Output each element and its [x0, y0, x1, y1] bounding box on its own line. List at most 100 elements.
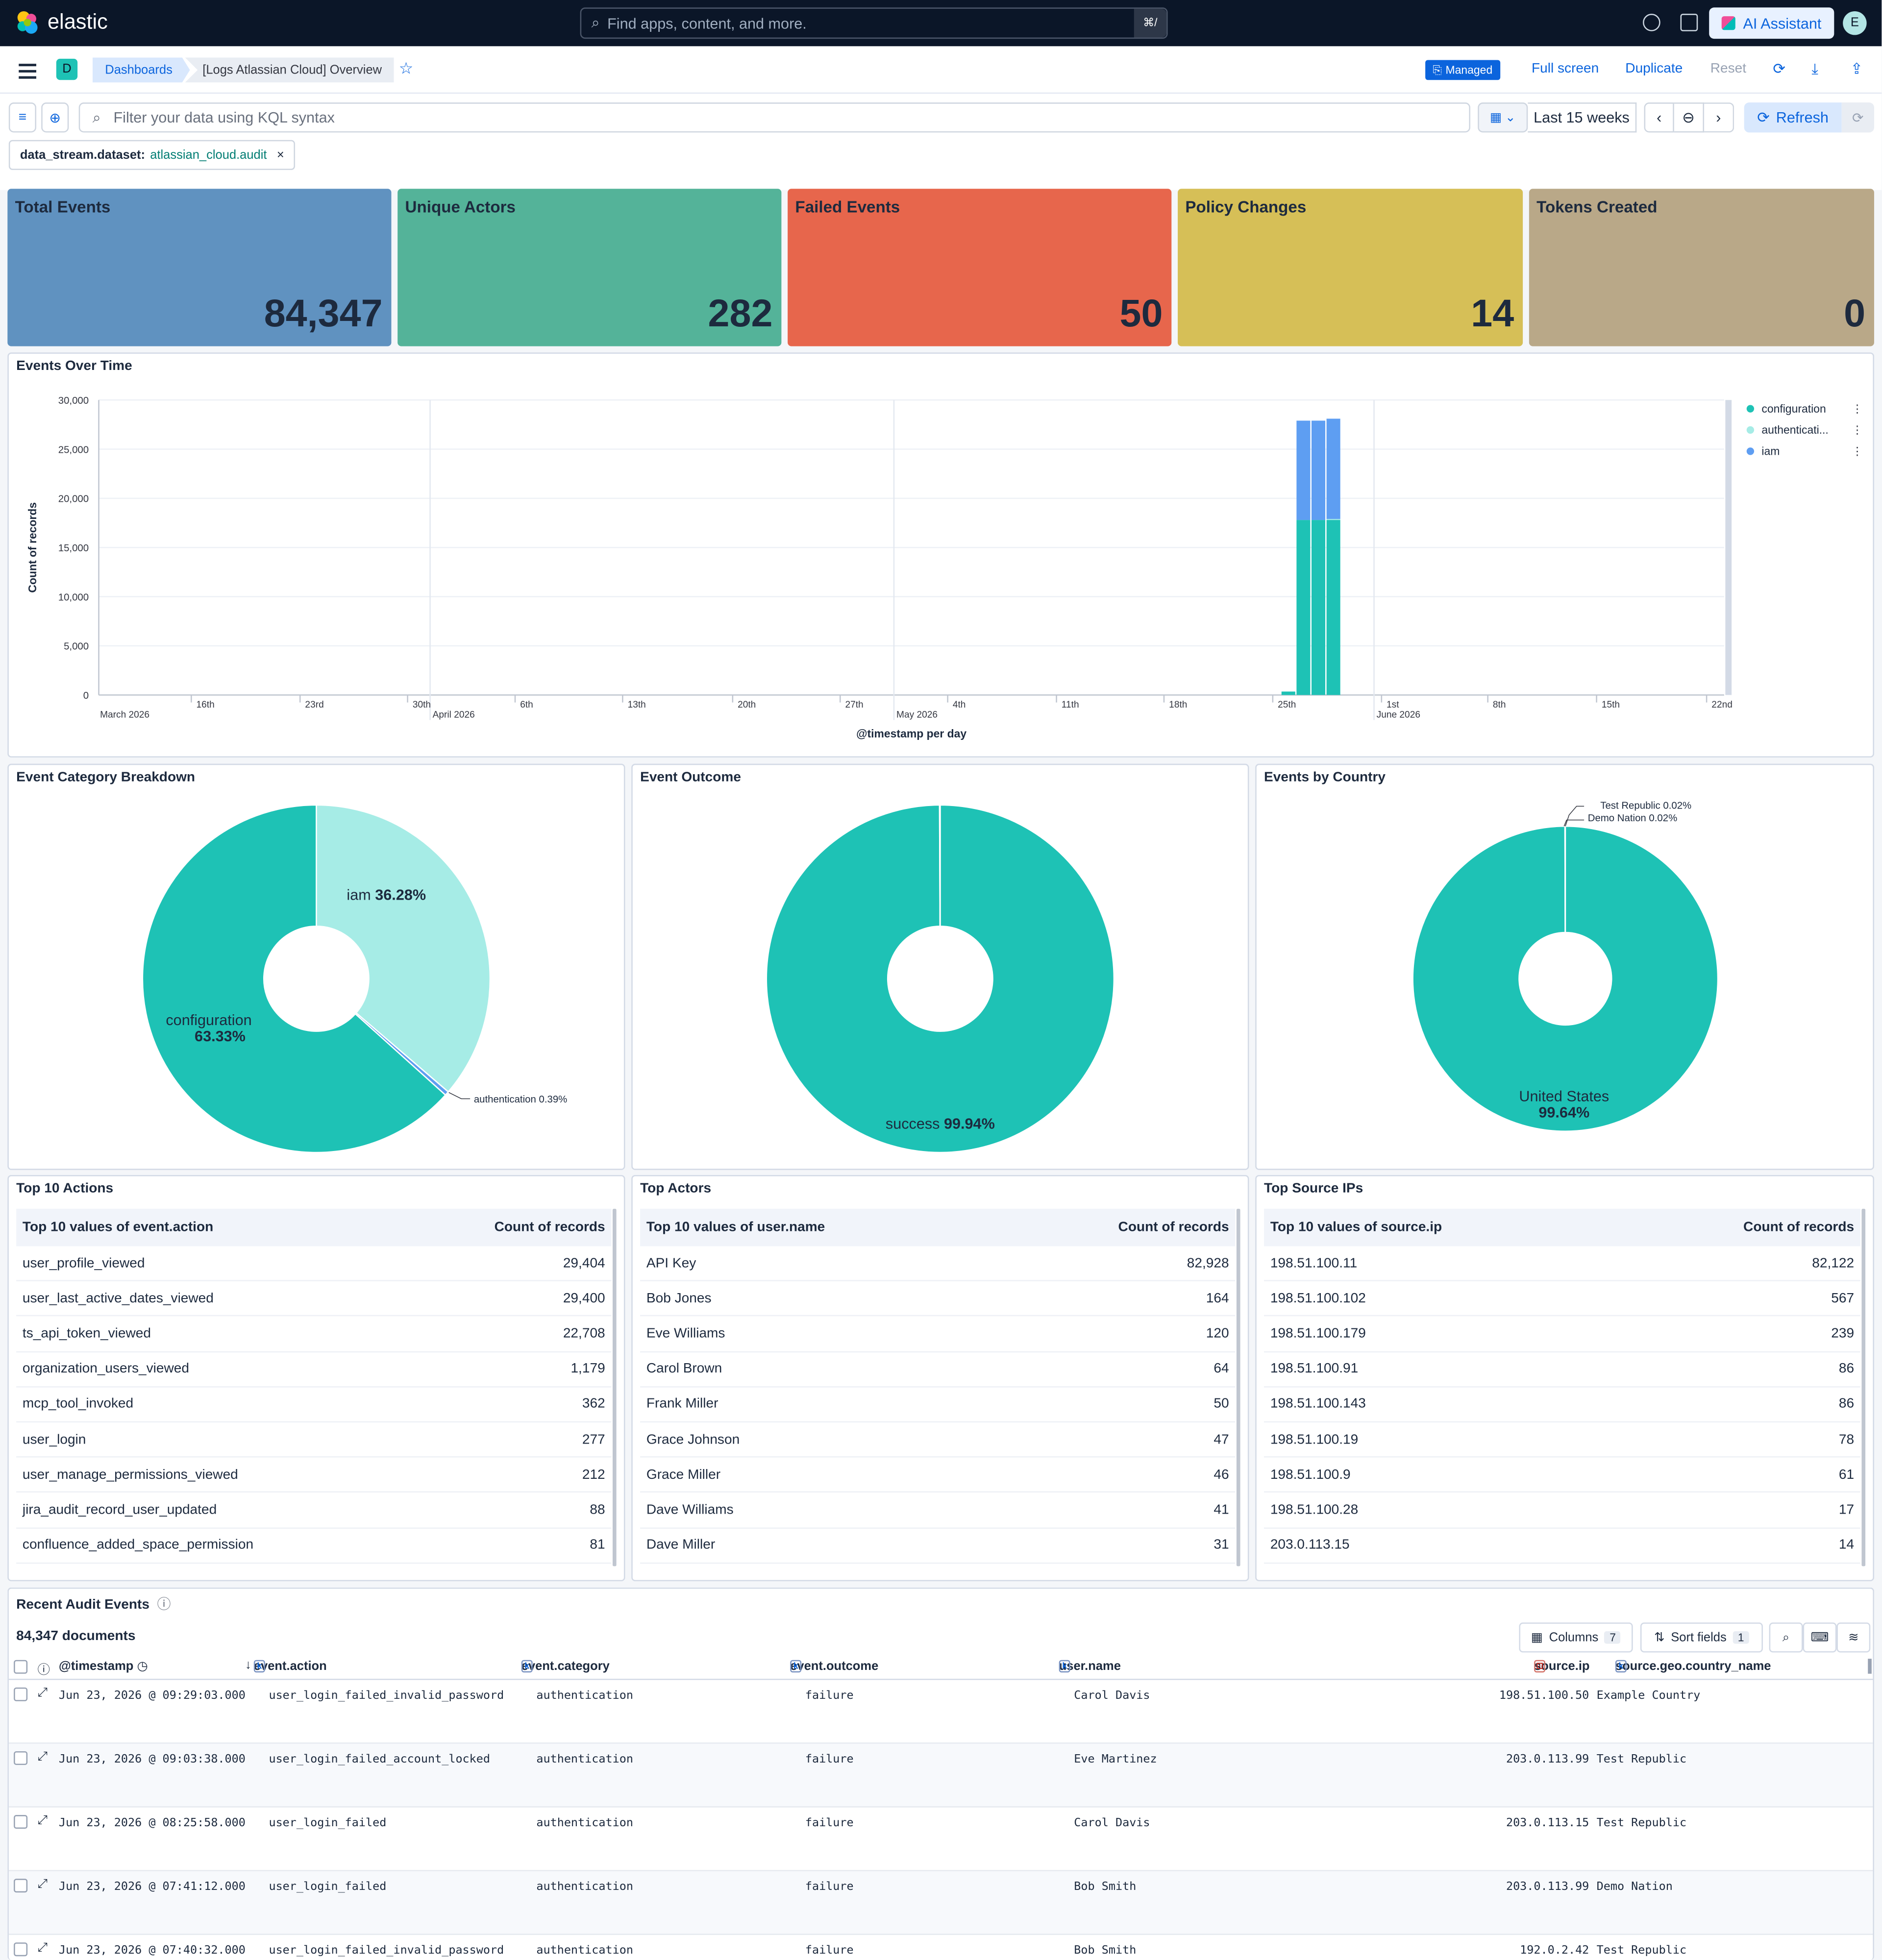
row-checkbox[interactable]: [14, 1942, 28, 1957]
display-settings-icon[interactable]: ≋: [1836, 1622, 1871, 1653]
chart-scrollbar[interactable]: [1725, 400, 1732, 695]
pie-slice-success[interactable]: [766, 804, 1115, 1153]
breadcrumb-dashboards[interactable]: Dashboards: [92, 57, 190, 83]
keyboard-shortcuts-icon[interactable]: ⌨: [1803, 1622, 1837, 1653]
bar-iam[interactable]: [1311, 420, 1326, 520]
column-header-sourcegeocountry-name[interactable]: k source.geo.country_name: [1615, 1660, 1771, 1674]
table-scrollbar[interactable]: [1236, 1208, 1240, 1567]
help-icon[interactable]: [1643, 14, 1660, 31]
download-icon[interactable]: ⤓: [1811, 60, 1818, 78]
column-header-timestamp[interactable]: @timestamp ◷: [59, 1660, 148, 1674]
table-scrollbar[interactable]: [612, 1208, 617, 1567]
bar-iam[interactable]: [1296, 420, 1311, 520]
legend-menu-icon[interactable]: ⋮: [1852, 445, 1863, 458]
column-header-value[interactable]: Top 10 values of source.ip: [1270, 1220, 1442, 1235]
bar-configuration[interactable]: [1281, 691, 1295, 695]
column-header-value[interactable]: Top 10 values of user.name: [646, 1220, 825, 1235]
global-search-input[interactable]: ⌕ Find apps, content, and more. ⌘/: [580, 7, 1168, 39]
row-checkbox[interactable]: [14, 1751, 28, 1765]
pie-slice-united-states[interactable]: [1412, 825, 1719, 1132]
row-checkbox[interactable]: [14, 1815, 28, 1829]
refresh-button[interactable]: ⟳ Refresh: [1744, 102, 1842, 133]
auto-refresh-icon[interactable]: ⟳: [1841, 102, 1874, 133]
column-header-eventaction[interactable]: k event.action: [253, 1660, 327, 1674]
column-header-username[interactable]: k user.name: [1059, 1660, 1121, 1674]
cell-count: 64: [1213, 1361, 1229, 1377]
menu-icon[interactable]: [19, 64, 36, 82]
date-quick-menu-button[interactable]: ▦ ⌄: [1478, 102, 1528, 133]
grid-search-icon[interactable]: ⌕: [1769, 1622, 1803, 1653]
close-icon[interactable]: ×: [276, 148, 284, 162]
sync-icon[interactable]: ⟳: [1773, 60, 1785, 78]
managed-badge[interactable]: ⎘ Managed: [1425, 60, 1500, 80]
grid-row[interactable]: ⤢ Jun 23, 2026 @ 07:41:12.000 user_login_f…: [8, 1871, 1873, 1935]
table-header: Top 10 values of user.name Count of recor…: [640, 1208, 1236, 1247]
column-header-sourceip[interactable]: ⊡ source.ip: [1534, 1660, 1590, 1674]
metric-failed-events: Failed Events 50: [788, 189, 1172, 346]
legend-item[interactable]: iam: [1761, 445, 1780, 458]
bar-configuration[interactable]: [1311, 520, 1326, 695]
column-header-value[interactable]: Top 10 values of event.action: [22, 1220, 214, 1235]
add-filter-icon[interactable]: ⊕: [41, 102, 69, 133]
ai-assistant-button[interactable]: AI Assistant: [1709, 7, 1834, 39]
grid-row[interactable]: ⤢ Jun 23, 2026 @ 08:25:58.000 user_login_f…: [8, 1808, 1873, 1871]
space-badge[interactable]: D: [56, 58, 78, 80]
column-header-count[interactable]: Count of records: [1118, 1220, 1229, 1235]
expand-row-icon[interactable]: ⤢: [37, 1813, 48, 1828]
grid-row[interactable]: ⤢ Jun 23, 2026 @ 09:03:38.000 user_login_f…: [8, 1743, 1873, 1808]
events-over-time-chart: 30,000 25,000 20,000 15,000 10,000 5,000 0 16th…: [26, 395, 1863, 740]
expand-row-icon[interactable]: ⤢: [37, 1877, 48, 1891]
bar-iam[interactable]: [1326, 418, 1340, 519]
legend-item[interactable]: configuration: [1761, 402, 1826, 415]
kql-placeholder: Filter your data using KQL syntax: [113, 108, 335, 126]
expand-row-icon[interactable]: ⤢: [37, 1750, 48, 1764]
row-checkbox[interactable]: [14, 1879, 28, 1893]
elastic-logo[interactable]: elastic: [15, 10, 108, 35]
grid-cell: authentication: [536, 1689, 633, 1703]
pie-slice-configuration[interactable]: [142, 804, 446, 1153]
columns-button[interactable]: ▦ Columns 7: [1519, 1622, 1633, 1653]
filter-bar: ≡ ⊕ ⌕ Filter your data using KQL syntax …: [0, 94, 1882, 190]
legend-item[interactable]: authenticati...: [1761, 423, 1828, 436]
kql-search-input[interactable]: ⌕ Filter your data using KQL syntax: [78, 102, 1470, 133]
legend-menu-icon[interactable]: ⋮: [1852, 402, 1863, 415]
filter-options-icon[interactable]: ≡: [8, 102, 36, 133]
top-actions-panel: Top 10 Actions Top 10 values of event.ac…: [7, 1175, 625, 1582]
bar-configuration[interactable]: [1296, 520, 1311, 695]
row-checkbox[interactable]: [14, 1687, 28, 1701]
slice-pct-configuration: 63.33%: [195, 1028, 246, 1045]
column-header-count[interactable]: Count of records: [494, 1220, 605, 1235]
grid-row[interactable]: ⤢ Jun 23, 2026 @ 09:29:03.000 user_login_f…: [8, 1680, 1873, 1744]
bar-configuration[interactable]: [1326, 520, 1340, 695]
sort-fields-button[interactable]: ⇅ Sort fields 1: [1640, 1622, 1763, 1653]
date-range-picker[interactable]: Last 15 weeks: [1528, 102, 1637, 133]
table-row: jira_audit_record_user_updated 88: [16, 1493, 612, 1528]
filter-pill[interactable]: data_stream.dataset: atlassian_cloud.aud…: [8, 140, 296, 170]
expand-row-icon[interactable]: ⤢: [37, 1686, 48, 1700]
column-header-eventoutcome[interactable]: k event.outcome: [790, 1660, 879, 1674]
user-avatar[interactable]: E: [1843, 11, 1867, 35]
zoom-out-icon[interactable]: ⊖: [1674, 102, 1705, 133]
bar-authenticati[interactable]: [1326, 519, 1340, 520]
pie-slice-iam[interactable]: [316, 804, 491, 1093]
favorite-star-icon[interactable]: ☆: [398, 58, 414, 78]
select-all-checkbox[interactable]: [14, 1660, 28, 1674]
reset-button[interactable]: Reset: [1710, 61, 1747, 76]
news-feed-icon[interactable]: [1680, 14, 1698, 31]
table-scrollbar[interactable]: [1861, 1208, 1866, 1567]
duplicate-button[interactable]: Duplicate: [1625, 61, 1683, 76]
sort-descending-icon[interactable]: ↓: [245, 1659, 251, 1673]
table-row: Frank Miller 50: [640, 1387, 1236, 1422]
info-icon[interactable]: ⓘ: [157, 1597, 171, 1613]
share-icon[interactable]: ⇪: [1850, 60, 1863, 78]
previous-period-icon[interactable]: ‹: [1644, 102, 1674, 133]
column-header-count[interactable]: Count of records: [1743, 1220, 1855, 1235]
column-header-eventcategory[interactable]: k event.category: [521, 1660, 610, 1674]
full-screen-button[interactable]: Full screen: [1531, 61, 1599, 76]
grid-row[interactable]: ⤢ Jun 23, 2026 @ 07:40:32.000 user_login_f…: [9, 1935, 1873, 1960]
search-icon: ⌕: [92, 108, 101, 126]
next-period-icon[interactable]: ›: [1704, 102, 1734, 133]
legend-menu-icon[interactable]: ⋮: [1852, 423, 1863, 436]
grid-scrollbar[interactable]: [1868, 1659, 1872, 1674]
expand-row-icon[interactable]: ⤢: [37, 1941, 48, 1955]
